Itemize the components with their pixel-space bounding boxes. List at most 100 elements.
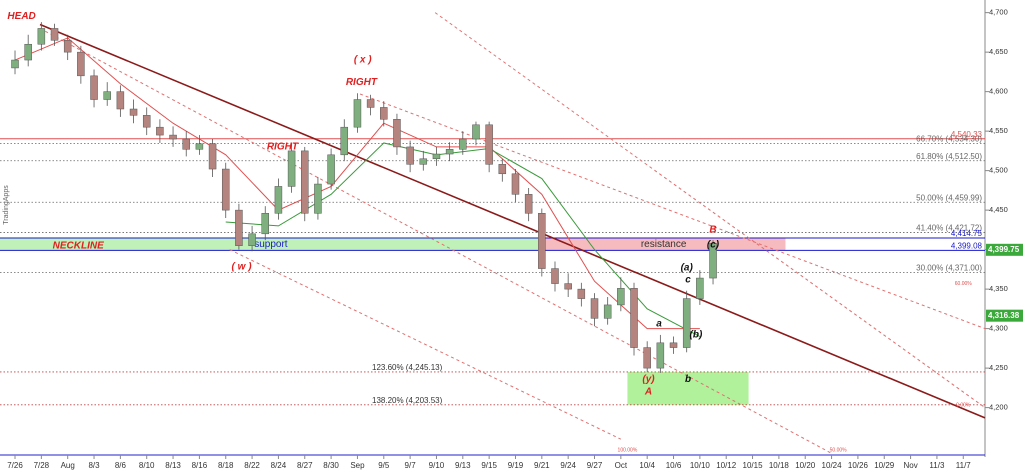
candle-body [156, 126, 164, 136]
x-tick-label: Nov [903, 461, 917, 470]
annotation: RIGHT [267, 142, 299, 153]
candle-body [617, 288, 625, 306]
x-tick-label: 8/27 [297, 461, 313, 470]
x-tick-label: 8/22 [244, 461, 260, 470]
y-tick-label: 4,600 [989, 87, 1008, 96]
candle-body [340, 126, 349, 156]
x-tick-label: 8/18 [218, 461, 234, 470]
annotation: (y) [642, 374, 655, 385]
x-tick-label: 11/7 [956, 461, 972, 470]
candle-body [90, 75, 98, 100]
level-label: 123.60% (4,245.13) [372, 363, 443, 372]
annotation: b [685, 374, 691, 385]
trendline [229, 249, 622, 440]
level-label: 50.00% (4,459.99) [916, 193, 982, 202]
x-tick-label: 8/6 [115, 461, 127, 470]
zone-label: resistance [641, 239, 687, 250]
annotation: HEAD [7, 11, 35, 22]
annotation: 50.00% [830, 448, 848, 454]
annotation: 100.00% [618, 448, 638, 454]
candle-body [129, 108, 138, 116]
annotation: 0.00% [956, 403, 971, 409]
candle-body [182, 138, 190, 150]
annotation: (b) [690, 330, 703, 341]
y-tick-label: 4,650 [989, 47, 1008, 56]
x-tick-label: 10/4 [639, 461, 655, 470]
level-label: 138.20% (4,203.53) [372, 396, 443, 405]
candle-body [11, 59, 19, 69]
x-tick-label: 10/12 [716, 461, 737, 470]
annotation: RIGHT [346, 77, 378, 88]
x-tick-label: 9/19 [508, 461, 524, 470]
candle-body [116, 91, 125, 110]
zone [541, 237, 786, 251]
candle-body [564, 283, 572, 290]
candle-body [314, 183, 322, 214]
x-tick-label: 9/15 [481, 461, 497, 470]
candle-body [643, 347, 651, 369]
y-tick-label: 4,250 [989, 363, 1008, 372]
candle-body [603, 304, 612, 319]
candle-body [248, 233, 256, 246]
x-tick-label: 9/27 [587, 461, 603, 470]
candle-body [287, 150, 296, 187]
x-tick-label: 8/30 [323, 461, 339, 470]
candle-body [669, 342, 678, 348]
candle-body [301, 150, 309, 214]
zone [627, 371, 749, 405]
candle-body [445, 149, 454, 155]
candle-body [195, 143, 204, 150]
candle-body [169, 134, 177, 140]
candle-body [208, 143, 217, 170]
candle-body [459, 138, 467, 150]
x-tick-label: 10/18 [769, 461, 790, 470]
annotation: (c) [707, 240, 720, 251]
x-tick-label: 8/3 [88, 461, 100, 470]
candle-body [50, 28, 59, 41]
x-tick-label: 9/24 [560, 461, 576, 470]
x-tick-label: 8/10 [139, 461, 155, 470]
annotation: (a) [681, 262, 694, 273]
annotation: NECKLINE [53, 240, 104, 251]
x-tick-label: 10/29 [874, 461, 895, 470]
candle-body [577, 288, 586, 299]
x-tick-label: 10/24 [822, 461, 843, 470]
annotation: A [644, 386, 652, 397]
y-tick-label: 4,700 [989, 8, 1008, 17]
x-tick-label: Sep [350, 461, 365, 470]
annotation: ( x ) [354, 55, 372, 66]
candle-body [590, 298, 599, 319]
indicator-line [14, 37, 700, 330]
level-label: 61.80% (4,512.50) [916, 152, 982, 161]
x-tick-label: Oct [615, 461, 628, 470]
annotation: ( w ) [232, 262, 253, 273]
x-tick-label: 10/10 [690, 461, 711, 470]
annotation: 60.00% [955, 281, 973, 287]
candle-body [77, 51, 85, 77]
candle-body [709, 243, 717, 279]
candle-body [103, 91, 111, 100]
candle-body [419, 158, 428, 165]
candle-body [353, 99, 362, 128]
candle-body [142, 115, 151, 128]
x-tick-label: 8/13 [165, 461, 181, 470]
x-tick-label: 10/20 [795, 461, 816, 470]
y-tick-label: 4,200 [989, 403, 1008, 412]
candle-body [524, 194, 533, 214]
annotation: c [685, 274, 691, 285]
price-tag-label: 4,399.75 [988, 245, 1020, 254]
level-label: 4,414.75 [951, 229, 983, 238]
y-tick-label: 4,550 [989, 126, 1008, 135]
candle-body [432, 153, 441, 160]
level-label: 41.40% (4,421.72) [916, 224, 982, 233]
x-tick-label: 7/28 [34, 461, 50, 470]
x-tick-label: 8/24 [271, 461, 287, 470]
candle-body [498, 164, 507, 175]
x-tick-label: 9/10 [429, 461, 445, 470]
x-tick-label: 7/26 [7, 461, 23, 470]
price-tag [986, 243, 1023, 256]
annotation: B [709, 225, 716, 236]
trendline [434, 12, 986, 409]
x-tick-label: Aug [61, 461, 75, 470]
